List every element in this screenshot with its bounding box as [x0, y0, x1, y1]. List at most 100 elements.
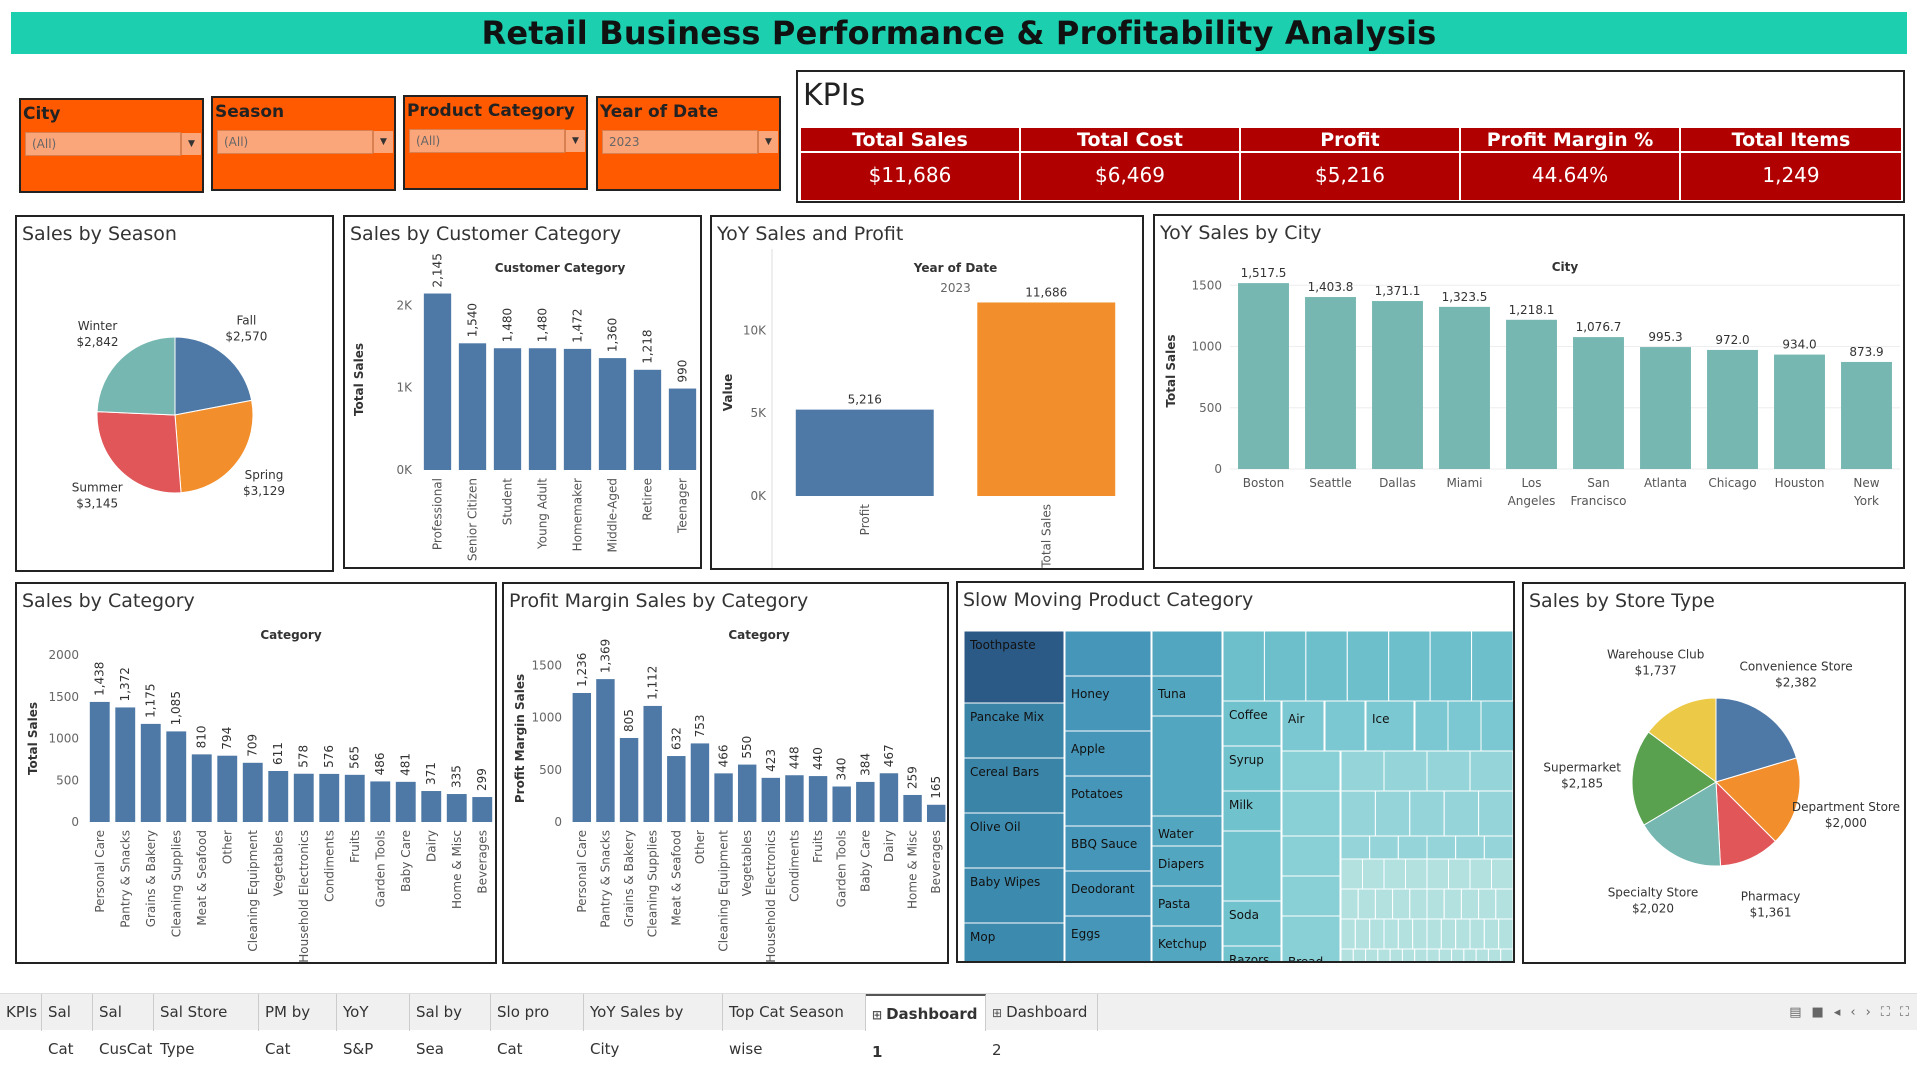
- tab-top-cat-season-wise[interactable]: Top Cat Season wise: [723, 994, 866, 1058]
- y-tick-label: 1000: [1191, 340, 1222, 354]
- treemap-label: Air: [1288, 712, 1305, 726]
- y-tick-label: 2K: [396, 298, 413, 312]
- x-tick-label: Boston: [1243, 476, 1284, 490]
- treemap-label: Milk: [1229, 798, 1253, 812]
- filter-season-select[interactable]: (All): [217, 130, 373, 154]
- tab-sal-by-sea[interactable]: Sal by Sea: [410, 994, 491, 1058]
- expand-icon[interactable]: ⛶: [1899, 1005, 1909, 1020]
- next-sheet-icon[interactable]: ›: [1865, 1005, 1871, 1020]
- pie-slice: [1715, 757, 1801, 843]
- data-label: 1,472: [571, 309, 585, 343]
- tab-sal-cuscat[interactable]: Sal CusCat: [93, 994, 154, 1058]
- bar: [856, 781, 875, 822]
- data-label: 873.9: [1849, 345, 1883, 359]
- treemap-cell: [963, 630, 1065, 704]
- tab-slo-pro-cat[interactable]: Slo pro Cat: [491, 994, 584, 1058]
- y-tick-label: 1500: [48, 690, 79, 704]
- x-tick-label: Senior Citizen: [466, 478, 480, 561]
- first-sheet-icon[interactable]: ◂: [1833, 1005, 1841, 1020]
- tab-pm-by-cat[interactable]: PM by Cat: [259, 994, 337, 1058]
- x-tick-label: Cleaning Equipment: [717, 830, 731, 952]
- fullscreen-icon[interactable]: ⛶: [1880, 1005, 1890, 1020]
- filmstrip-icon[interactable]: ■: [1811, 1005, 1824, 1020]
- treemap-cell: [1151, 925, 1223, 961]
- data-label: 753: [693, 714, 707, 737]
- treemap-cell: [1151, 845, 1223, 887]
- treemap-cell: [1426, 858, 1449, 890]
- treemap-cell: [1365, 700, 1415, 752]
- filter-year-select[interactable]: 2023: [602, 130, 758, 154]
- column-header: Year of Date: [913, 261, 998, 275]
- x-tick-label: Dallas: [1379, 476, 1416, 490]
- treemap-label: Baby Wipes: [970, 875, 1040, 889]
- treemap-cell: [1443, 888, 1462, 920]
- chevron-down-icon[interactable]: ▼: [181, 133, 201, 155]
- tab-dashboard-2[interactable]: ⊞ Dashboard 2: [986, 994, 1098, 1059]
- data-label: 335: [450, 765, 464, 788]
- treemap-cell: [1412, 918, 1428, 950]
- data-label: 1,371.1: [1375, 284, 1421, 298]
- treemap-cell: [1469, 918, 1485, 950]
- pie-slice: [174, 336, 253, 416]
- x-tick-label: Beverages: [929, 830, 943, 894]
- dashboard-title-bar: Retail Business Performance & Profitabil…: [11, 12, 1907, 54]
- y-tick-label: 1500: [1191, 278, 1222, 292]
- data-label: 810: [195, 725, 209, 748]
- x-tick-label: Personal Care: [93, 830, 107, 913]
- data-label: 1,403.8: [1308, 280, 1354, 294]
- x-tick-label: Pantry & Snacks: [598, 830, 612, 928]
- panel-profit-margin-by-category: Profit Margin Sales by Category Category…: [502, 582, 949, 964]
- treemap-cell: [1383, 858, 1406, 890]
- tab-sal-store-type[interactable]: Sal Store Type: [154, 994, 259, 1058]
- panel-title: Slow Moving Product Category: [963, 589, 1254, 611]
- chevron-down-icon[interactable]: ▼: [758, 131, 778, 153]
- panel-title: YoY Sales by City: [1160, 222, 1322, 244]
- tab-sal-cat[interactable]: Sal Cat: [42, 994, 93, 1058]
- y-tick-label: 500: [56, 773, 79, 787]
- bar: [293, 773, 314, 822]
- pie-slice: [1715, 780, 1777, 867]
- treemap-label: Tuna: [1157, 687, 1186, 701]
- treemap-cell: [1222, 745, 1282, 792]
- chevron-down-icon[interactable]: ▼: [373, 131, 393, 153]
- treemap-cell: [1340, 888, 1359, 920]
- treemap-cell: [1478, 888, 1497, 920]
- x-tick-label: Atlanta: [1644, 476, 1687, 490]
- chevron-down-icon[interactable]: ▼: [565, 130, 585, 152]
- data-label: 1,360: [606, 318, 620, 352]
- treemap-cell: [1064, 870, 1152, 917]
- x-tick-label: New: [1853, 476, 1879, 490]
- bar: [832, 786, 851, 822]
- dashboard-icon: ⊞: [872, 1008, 883, 1022]
- bar: [395, 781, 416, 822]
- filter-product-category-select[interactable]: (All): [409, 129, 565, 153]
- season-pie-chart: Fall $2,570 Spring $3,129 Summer $3,145 Winter…: [72, 314, 285, 511]
- data-label: 794: [220, 727, 234, 750]
- tab-kpis[interactable]: KPIs: [0, 994, 42, 1031]
- bar: [89, 701, 110, 822]
- panel-slow-moving-products: Slow Moving Product Category Toothpaste P…: [956, 581, 1515, 963]
- slice-label: Convenience Store: [1739, 660, 1852, 674]
- filter-city-select[interactable]: (All): [25, 132, 181, 156]
- slice-value-label: $1,737: [1635, 663, 1677, 677]
- x-tick-label: Personal Care: [575, 830, 589, 913]
- treemap-cell: [1305, 630, 1348, 702]
- y-tick-label: 500: [539, 763, 562, 777]
- treemap-cell: [1455, 918, 1471, 950]
- y-axis-label: Total Sales: [26, 702, 40, 775]
- bar: [643, 705, 662, 822]
- treemap-cell: [1362, 858, 1385, 890]
- x-tick-label: Young Adult: [536, 478, 550, 550]
- grid-view-icon[interactable]: ▤: [1789, 1005, 1802, 1020]
- tab-yoy-s-p[interactable]: YoY S&P: [337, 994, 410, 1058]
- prev-sheet-icon[interactable]: ‹: [1850, 1005, 1856, 1020]
- treemap-cell: [1064, 915, 1152, 961]
- tab-dashboard-1[interactable]: ⊞ Dashboard 1: [866, 994, 986, 1061]
- y-tick-label: 0K: [750, 489, 767, 503]
- treemap-cell: [1405, 858, 1428, 890]
- x-tick-label: Chicago: [1708, 476, 1756, 490]
- x-tick-label: Professional: [431, 478, 445, 550]
- tab-yoy-sales-by-city[interactable]: YoY Sales by City: [584, 994, 723, 1058]
- data-label: 1,323.5: [1442, 290, 1488, 304]
- bar: [493, 348, 522, 470]
